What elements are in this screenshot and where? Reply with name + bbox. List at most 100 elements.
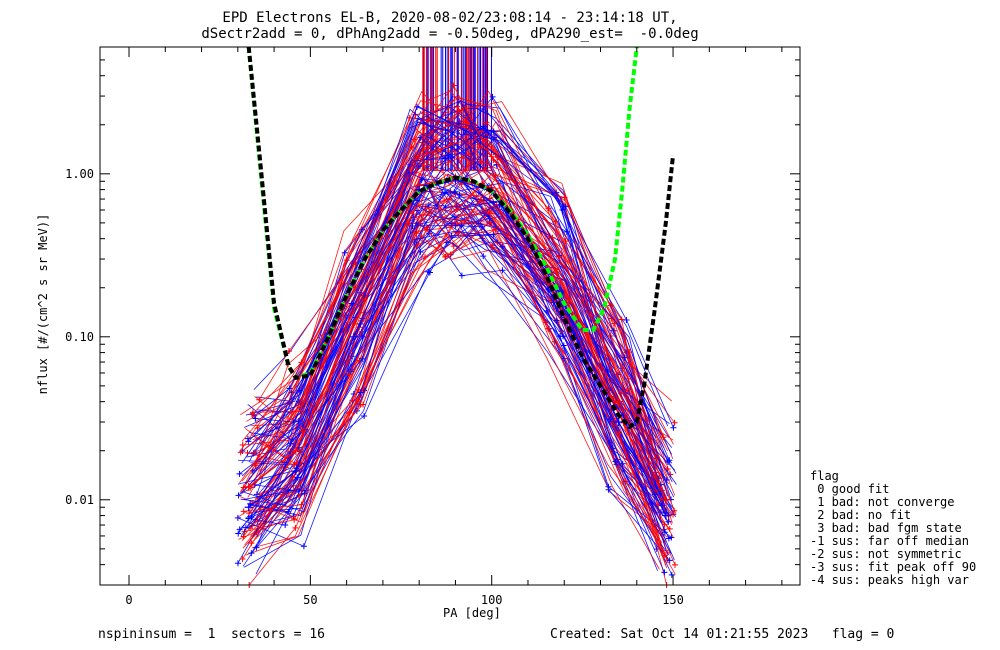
y-tick-label: 0.10 — [65, 330, 94, 344]
cloud-marker — [488, 127, 495, 134]
chart-title-line-1: EPD Electrons EL-B, 2020-08-02/23:08:14 … — [222, 10, 678, 26]
cloud-marker — [295, 418, 302, 425]
cloud-marker — [442, 253, 449, 260]
cloud-line — [242, 198, 663, 549]
legend-item: -4 sus: peaks high var — [810, 573, 969, 587]
cloud-marker — [413, 230, 420, 237]
cloud-line — [252, 105, 668, 497]
x-tick-label: 50 — [303, 593, 317, 607]
series-blue-marker — [244, 503, 253, 512]
x-axis-label: PA [deg] — [443, 606, 501, 620]
cloud-marker — [408, 144, 415, 151]
x-axis-ticks: 0 50 100 150 — [125, 47, 783, 607]
cloud-marker — [488, 242, 495, 249]
cloud-marker — [489, 93, 496, 100]
cloud-line — [241, 202, 670, 516]
data-line-cloud — [234, 82, 678, 588]
cloud-marker — [452, 222, 459, 229]
cloud-marker — [409, 222, 416, 229]
cloud-marker — [341, 249, 348, 256]
cloud-marker — [287, 440, 294, 447]
cloud-line — [259, 108, 659, 478]
cloud-marker — [248, 540, 255, 547]
cloud-marker — [234, 514, 241, 521]
cloud-marker — [623, 317, 630, 324]
footer-spin-info: nspininsum = 1 sectors = 16 — [98, 627, 325, 642]
cloud-marker — [239, 556, 246, 563]
cloud-line — [251, 210, 667, 543]
flag-legend: flag 0 good fit 1 bad: not converge 2 ba… — [810, 470, 976, 587]
cloud-line — [247, 140, 673, 518]
cloud-marker — [626, 349, 633, 356]
cloud-marker — [301, 490, 308, 497]
cloud-marker — [619, 365, 626, 372]
cloud-marker — [236, 470, 243, 477]
cloud-line — [247, 100, 657, 443]
cloud-marker — [252, 415, 259, 422]
cloud-marker — [248, 550, 255, 557]
cloud-marker — [425, 268, 432, 275]
cloud-marker — [454, 206, 461, 213]
legend-item: 0 good fit — [810, 482, 890, 496]
cloud-marker — [298, 359, 305, 366]
cloud-marker — [621, 354, 628, 361]
cloud-marker — [411, 136, 418, 143]
cloud-marker — [442, 189, 449, 196]
cloud-marker — [499, 243, 506, 250]
cloud-line — [259, 163, 660, 542]
cloud-marker — [560, 355, 567, 362]
cloud-marker — [610, 422, 617, 429]
y-tick-label: 1.00 — [65, 167, 94, 181]
cloud-marker — [348, 300, 355, 307]
cloud-marker — [285, 508, 292, 515]
cloud-marker — [357, 389, 364, 396]
cloud-marker — [286, 385, 293, 392]
cloud-marker — [292, 524, 299, 531]
cloud-marker — [616, 430, 623, 437]
cloud-marker — [417, 134, 424, 141]
cloud-marker — [661, 521, 668, 528]
cloud-marker — [671, 507, 678, 514]
y-axis-ticks: 0.01 0.10 1.00 — [65, 46, 800, 586]
cloud-marker — [556, 253, 563, 260]
cloud-line — [240, 196, 672, 554]
x-tick-label: 150 — [662, 593, 684, 607]
cloud-marker — [483, 119, 490, 126]
legend-item: -1 sus: far off median — [810, 534, 969, 548]
series-black_fit-line — [246, 46, 676, 430]
cloud-marker — [300, 543, 307, 550]
cloud-marker — [441, 155, 448, 162]
legend-title: flag — [810, 469, 839, 483]
cloud-marker — [670, 424, 677, 431]
series-blue-marker — [614, 418, 623, 427]
series-layer — [244, 46, 676, 520]
cloud-marker — [499, 267, 506, 274]
cloud-line — [239, 90, 674, 452]
plot-frame — [99, 46, 801, 586]
cloud-line — [240, 172, 673, 524]
series-red-marker — [291, 446, 300, 455]
chart-title-line-2: dSectr2add = 0, dPhAng2add = -0.50deg, d… — [201, 26, 699, 42]
series-red-marker — [349, 319, 358, 328]
cloud-marker — [245, 515, 252, 522]
cloud-marker — [480, 253, 487, 260]
cloud-marker — [661, 552, 668, 559]
cloud-marker — [666, 525, 673, 532]
cloud-line — [245, 204, 668, 569]
cloud-line — [245, 154, 677, 485]
x-tick-label: 0 — [125, 593, 132, 607]
cloud-marker — [251, 449, 258, 456]
series-red-marker — [614, 397, 623, 406]
cloud-line — [240, 230, 662, 537]
cloud-marker — [236, 526, 243, 533]
cloud-marker — [462, 135, 469, 142]
cloud-marker — [667, 471, 674, 478]
legend-item: -3 sus: fit peak off 90 — [810, 560, 977, 574]
cloud-line — [250, 167, 676, 516]
series-red-marker — [661, 495, 670, 504]
cloud-marker — [607, 416, 614, 423]
cloud-marker — [462, 118, 469, 125]
cloud-marker — [422, 253, 429, 260]
cloud-marker — [235, 492, 242, 499]
legend-item: 1 bad: not converge — [810, 495, 955, 509]
